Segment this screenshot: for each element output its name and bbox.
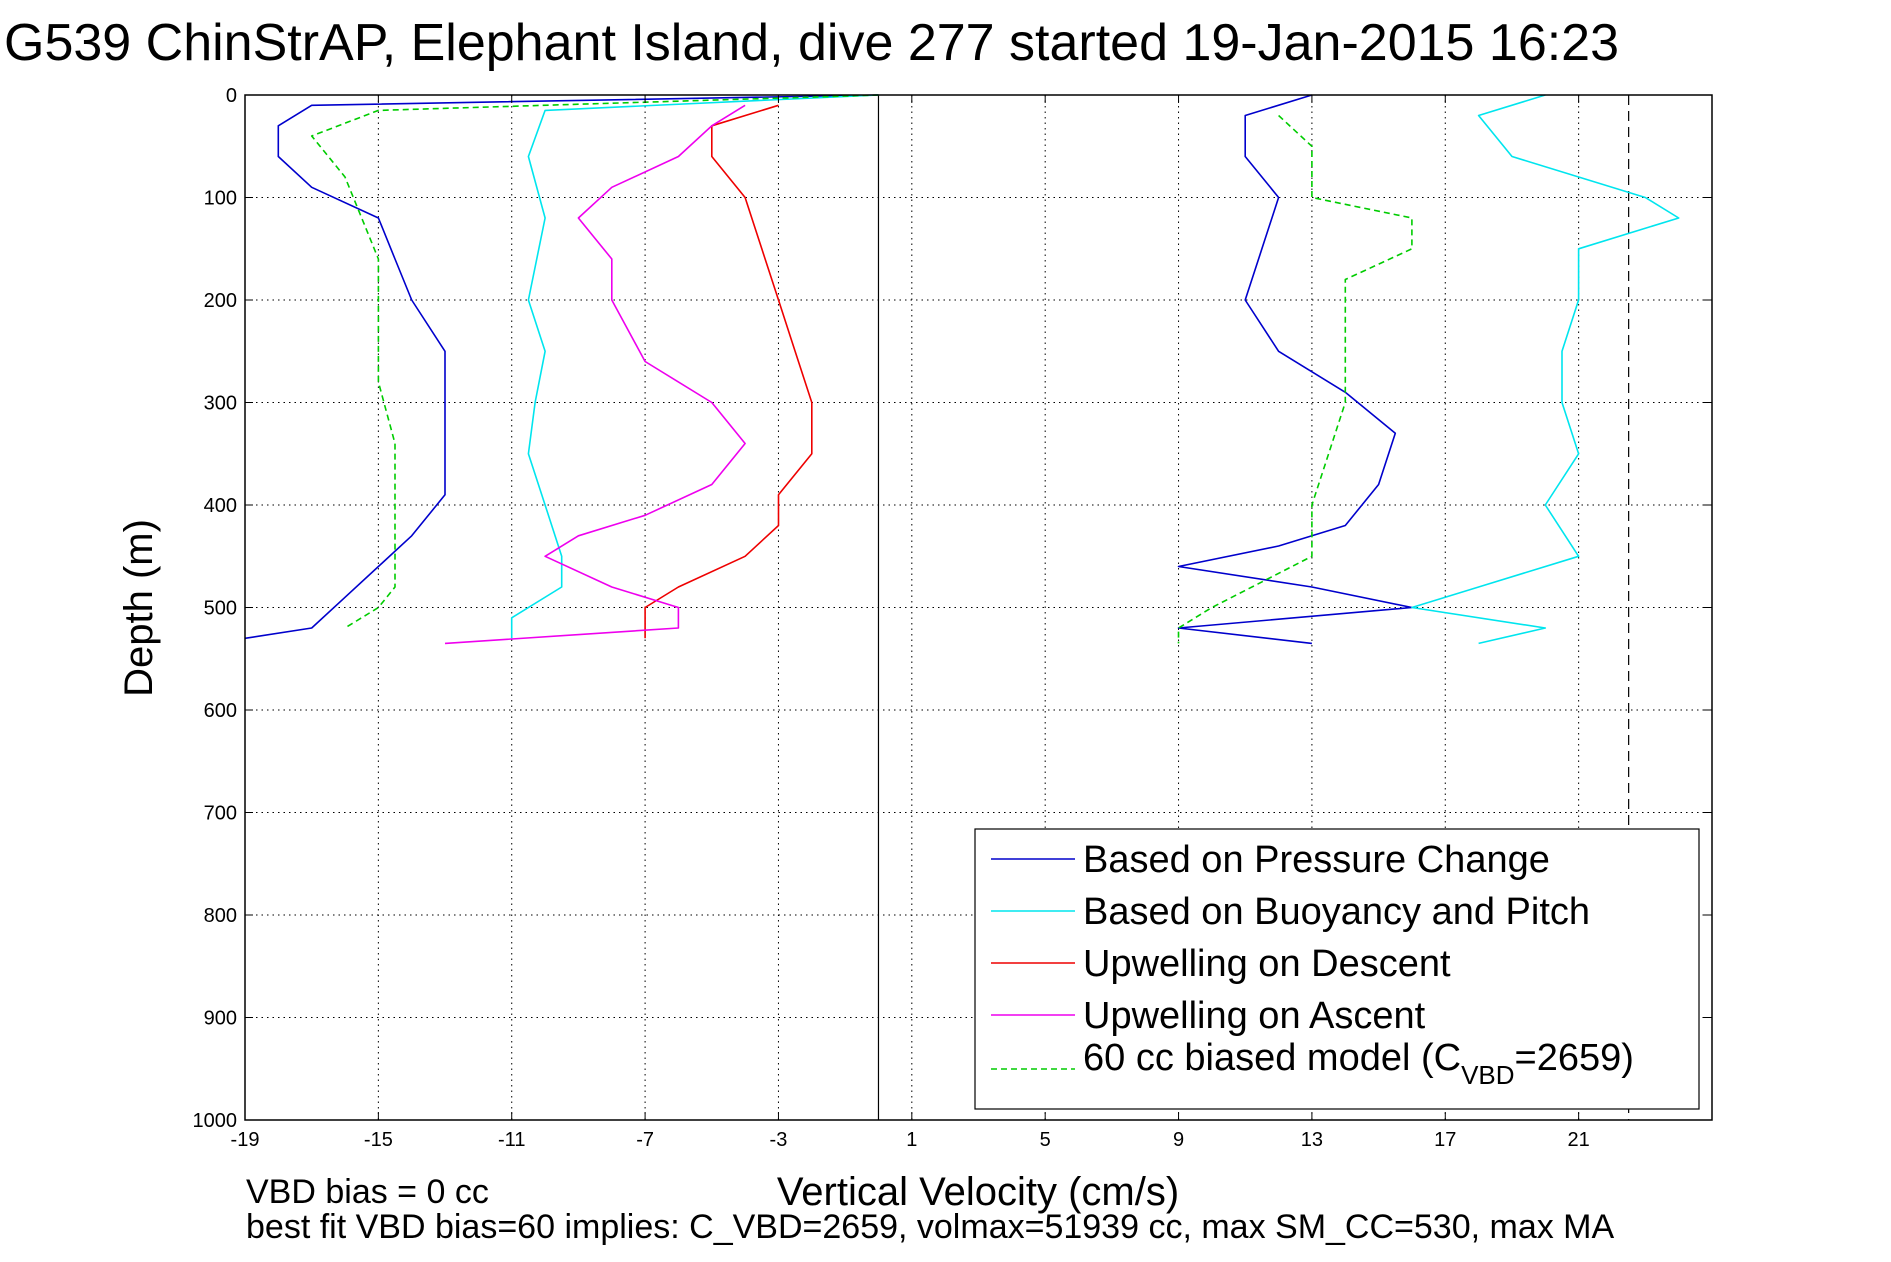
series-line-pressure-ascent: [1177, 94, 1413, 645]
x-tick-label: 17: [1434, 1129, 1456, 1151]
y-tick-label: 400: [204, 495, 237, 517]
legend: Based on Pressure Change Based on Buoyanc…: [974, 828, 1700, 1110]
legend-label-buoyancy: Based on Buoyancy and Pitch: [1083, 891, 1590, 933]
legend-box: [974, 828, 1700, 1110]
footer-best-fit: best fit VBD bias=60 implies: C_VBD=2659…: [246, 1208, 1615, 1246]
y-tick-label: 600: [204, 700, 237, 722]
series-line-buoyancy-ascent: [1411, 94, 1680, 645]
data-series: [244, 94, 1680, 645]
legend-label-subscript: VBD: [1461, 1060, 1514, 1090]
y-axis-title: Depth (m): [117, 519, 161, 697]
x-tick-label: -15: [364, 1129, 393, 1151]
series-line-descent-descent: [644, 104, 813, 639]
x-axis-ticks: -19 -15 -11 -7 -3 1 5 9 13 17 21: [231, 95, 1590, 1151]
legend-label-pressure: Based on Pressure Change: [1083, 839, 1550, 881]
chart-title: G539 ChinStrAP, Elephant Island, dive 27…: [4, 14, 1619, 72]
x-tick-label: -19: [231, 1129, 260, 1151]
x-tick-label: 5: [1040, 1129, 1051, 1151]
y-tick-label: 900: [204, 1008, 237, 1030]
legend-label-descent: Upwelling on Descent: [1083, 943, 1451, 985]
x-tick-label: 9: [1173, 1129, 1184, 1151]
series-line-model-descent: [310, 94, 879, 629]
y-tick-label: 1000: [193, 1110, 238, 1132]
y-tick-label: 700: [204, 803, 237, 825]
y-tick-label: 0: [226, 85, 237, 107]
y-tick-label: 500: [204, 598, 237, 620]
y-tick-label: 300: [204, 393, 237, 415]
y-tick-label: 100: [204, 188, 237, 210]
legend-label-end: =2659): [1515, 1037, 1634, 1079]
series-line-ascent-ascent: [444, 104, 746, 645]
y-axis-ticks: 0 100 200 300 400 500 600 700 800 900 1000: [193, 85, 1712, 1132]
series-line-model-ascent: [1177, 114, 1413, 644]
series-line-buoyancy-descent: [510, 94, 879, 639]
footer-vbd-bias: VBD bias = 0 cc: [246, 1173, 489, 1211]
y-tick-label: 200: [204, 290, 237, 312]
series-line-pressure-descent: [244, 94, 879, 640]
x-tick-label: -3: [770, 1129, 788, 1151]
x-tick-label: -7: [636, 1129, 654, 1151]
x-axis-title: Vertical Velocity (cm/s): [777, 1170, 1179, 1214]
x-tick-label: 1: [906, 1129, 917, 1151]
legend-label-ascent: Upwelling on Ascent: [1083, 995, 1426, 1037]
y-tick-label: 800: [204, 905, 237, 927]
x-tick-label: -11: [498, 1129, 525, 1151]
x-tick-label: 21: [1568, 1129, 1590, 1151]
x-tick-label: 13: [1301, 1129, 1323, 1151]
